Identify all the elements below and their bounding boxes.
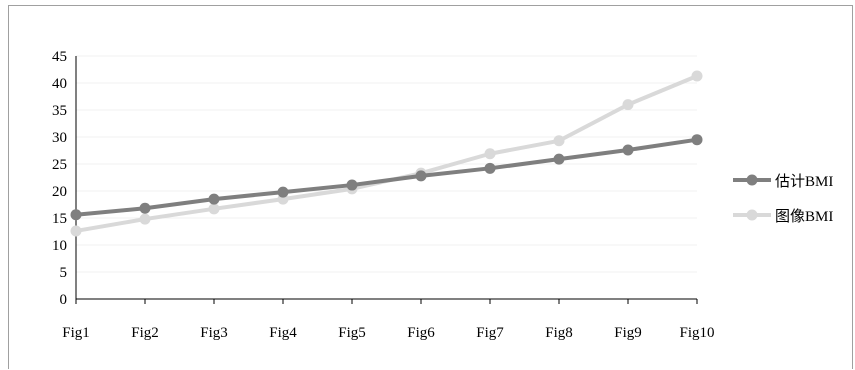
legend-label: 估计BMI [775,173,833,190]
data-point [691,70,703,82]
y-tick-label: 10 [52,238,67,254]
data-point [484,148,496,160]
gridlines [76,55,697,273]
x-tick-label: Fig2 [131,325,159,341]
series-line [74,137,699,217]
data-point [691,134,703,146]
y-tick-label: 30 [52,130,67,146]
axes [75,56,697,300]
y-tick-label: 45 [52,49,67,65]
data-point [139,202,151,214]
data-point [622,144,634,156]
x-tick-label: Fig9 [614,325,642,341]
data-point [346,179,358,191]
y-tick-label: 40 [52,76,67,92]
data-point [553,135,565,147]
legend: 估计BMI 图像BMI [733,173,833,225]
y-axis-ticks: 0 5 10 15 20 25 30 35 40 45 [52,49,67,308]
y-tick-label: 35 [52,103,67,119]
legend-marker [746,209,758,221]
data-point [139,213,151,225]
data-point [553,153,565,165]
x-tick-label: Fig1 [62,325,90,341]
data-point [415,170,427,182]
y-tick-label: 5 [60,265,68,281]
x-tick-label: Fig8 [545,325,573,341]
data-point [622,99,634,111]
legend-marker [746,174,758,186]
x-tick-label: Fig6 [407,325,435,341]
data-point [208,203,220,215]
x-tick-label: Fig7 [476,325,504,341]
series-lines [70,70,703,237]
legend-label: 图像BMI [775,208,833,225]
x-tick-label: Fig3 [200,325,228,341]
data-point [484,162,496,174]
y-tick-label: 0 [60,292,68,308]
y-tick-label: 20 [52,184,67,200]
data-point [70,209,82,221]
x-tick-label: Fig4 [269,325,297,341]
x-tick-label: Fig10 [679,325,714,341]
data-point [208,193,220,205]
x-axis-ticks: Fig1 Fig2 Fig3 Fig4 Fig5 Fig6 Fig7 Fig8 Fig9 Fig1… [62,299,715,341]
x-tick-label: Fig5 [338,325,366,341]
data-point [277,186,289,198]
data-point [70,225,82,237]
y-tick-label: 25 [52,157,67,173]
y-tick-label: 15 [52,211,67,227]
chart-frame [8,5,853,369]
